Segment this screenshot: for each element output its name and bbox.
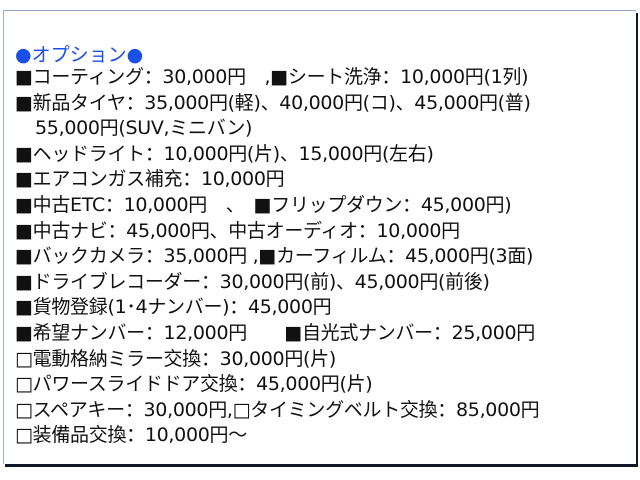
option-line: ■ヘッドライト：10,000円(片)、15,000円(左右) <box>15 142 434 165</box>
option-line: □電動格納ミラー交換：30,000円(片) <box>15 347 336 370</box>
option-line: ■新品タイヤ：35,000円(軽)、40,000円(コ)、45,000円(普) <box>15 91 531 114</box>
option-line: ■コーティング：30,000円 ,■シート洗浄：10,000円(1列) <box>15 66 529 88</box>
option-line: ■中古ナビ：45,000円、中古オーディオ：10,000円 <box>15 219 460 242</box>
option-line: □パワースライドドア交換：45,000円(片) <box>15 373 373 396</box>
option-line: ■希望ナンバー：12,000円 ■自光式ナンバー：25,000円 <box>15 321 535 344</box>
options-title: ●オプション● <box>15 44 144 66</box>
options-list: ■コーティング：30,000円 ,■シート洗浄：10,000円(1列) ■新品タ… <box>15 65 540 449</box>
option-line: ■バックカメラ：35,000円 ,■カーフィルム：45,000円(3面) <box>15 245 534 268</box>
option-line: ■中古ETC：10,000円 、 ■フリップダウン：45,000円) <box>15 193 512 216</box>
option-line: □装備品交換：10,000円～ <box>15 424 247 447</box>
option-line: ■エアコンガス補充：10,000円 <box>15 168 285 191</box>
option-line: ■ドライブレコーダー：30,000円(前)、45,000円(前後) <box>15 270 490 293</box>
option-line: 55,000円(SUV,ミニバン) <box>35 117 253 140</box>
option-line: ■貨物登録(1･4ナンバー)：45,000円 <box>15 296 332 319</box>
option-line: □スペアキー：30,000円,□タイミングベルト交換：85,000円 <box>15 398 540 421</box>
options-panel: ●オプション● ■コーティング：30,000円 ,■シート洗浄：10,000円(… <box>3 10 636 464</box>
